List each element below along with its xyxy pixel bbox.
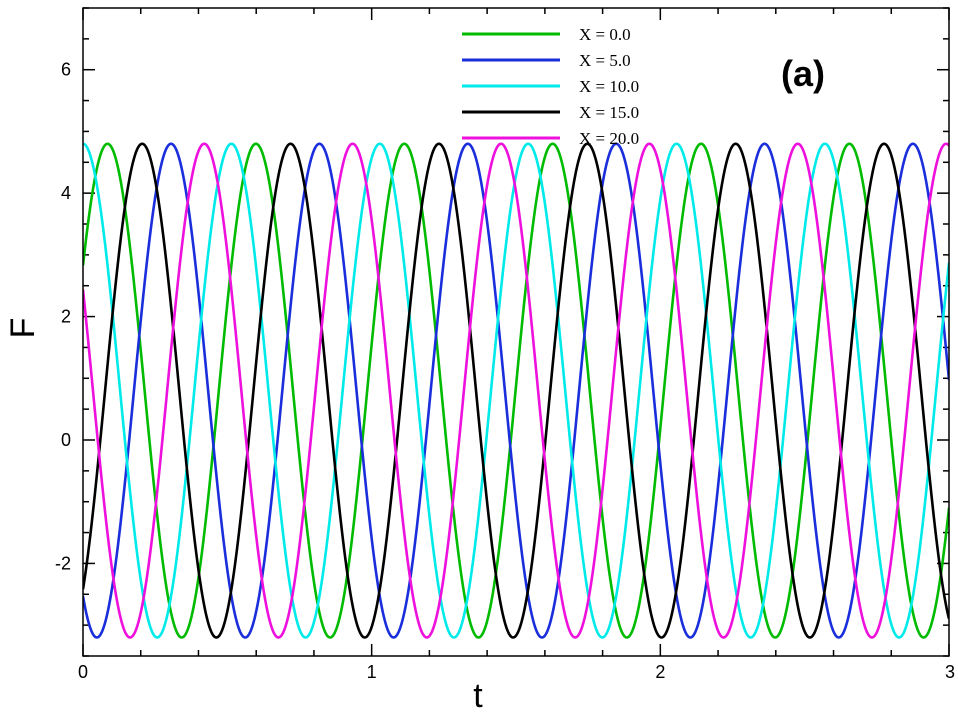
series-line-1 xyxy=(83,142,949,639)
y-tick-label: 0 xyxy=(61,430,71,450)
x-tick-label: 1 xyxy=(367,662,377,682)
legend-label-1: X = 0.0 xyxy=(579,25,631,44)
y-tick-label: 2 xyxy=(61,307,71,327)
x-axis-title: t xyxy=(473,677,483,715)
plot-frame xyxy=(82,7,950,657)
x-tick-label: 0 xyxy=(78,662,88,682)
legend: X = 0.0 X = 5.0 X = 10.0 X = 15.0 X = 20.0 xyxy=(462,25,639,148)
series-line-3 xyxy=(83,142,949,639)
y-axis-title: F xyxy=(4,318,42,339)
legend-label-5: X = 20.0 xyxy=(579,129,639,148)
panel-label: (a) xyxy=(781,53,825,94)
legend-label-3: X = 10.0 xyxy=(579,77,639,96)
plot-area xyxy=(83,142,949,639)
series-line-5 xyxy=(83,142,949,639)
x-tick-label: 3 xyxy=(945,662,955,682)
y-tick-label: 6 xyxy=(61,60,71,80)
series-line-2 xyxy=(83,142,949,639)
series-line-4 xyxy=(83,142,949,639)
y-tick-label: 4 xyxy=(61,183,71,203)
y-tick-label: -2 xyxy=(55,553,71,573)
series-layer xyxy=(83,142,949,639)
x-tick-label: 2 xyxy=(655,662,665,682)
legend-label-4: X = 15.0 xyxy=(579,103,639,122)
legend-label-2: X = 5.0 xyxy=(579,51,631,70)
tick-labels-layer: 0 1 2 3 -2 0 2 4 6 xyxy=(55,60,955,682)
